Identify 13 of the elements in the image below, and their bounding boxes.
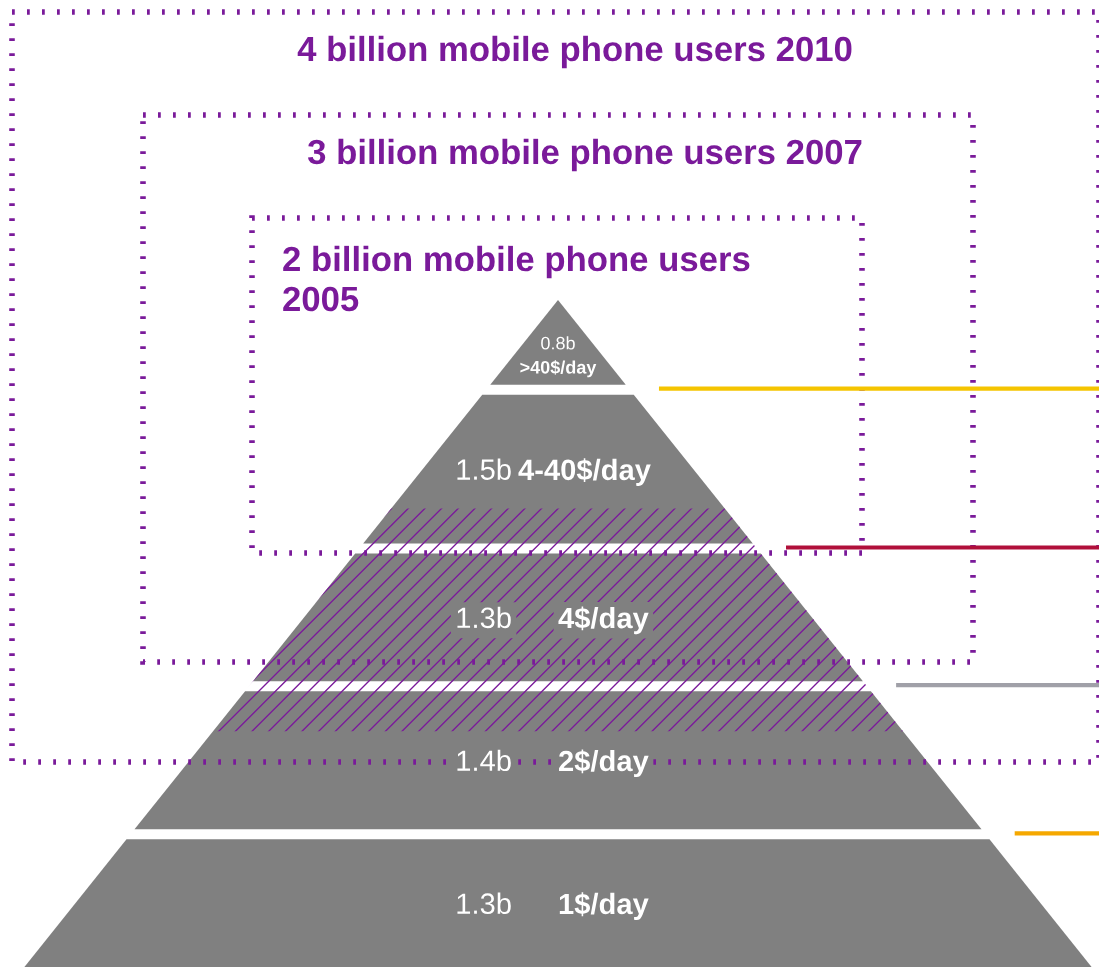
data-label: 1.5b: [457, 458, 511, 480]
category-label: 4$/day: [558, 606, 649, 635]
category-label: >40$/day: [520, 360, 597, 378]
category-label: 4-40$/day: [518, 458, 651, 486]
data-label: 1.3b: [457, 606, 511, 629]
data-label: 1.3b: [457, 892, 511, 915]
text: 2 billion mobile phone users 2005: [283, 245, 750, 312]
text: 3 billion mobile phone users 2007: [307, 138, 862, 172]
text: 4 billion mobile phone users 2010: [297, 35, 852, 69]
category-label: 2$/day: [559, 749, 649, 778]
data-label: 1.4b: [457, 749, 511, 772]
data-label: 0.8b: [541, 336, 575, 350]
category-label: 1$/day: [559, 892, 649, 921]
